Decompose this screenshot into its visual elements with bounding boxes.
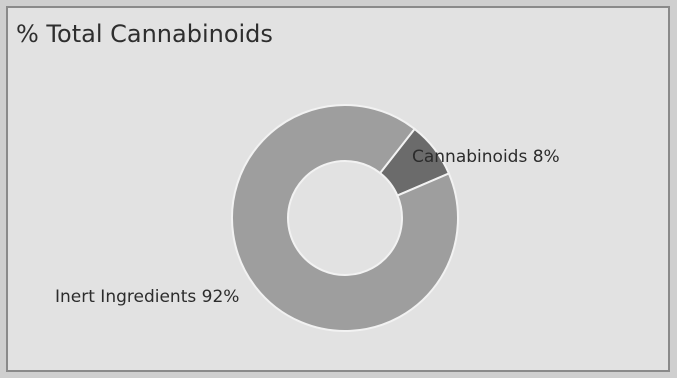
- slice-inert-ingredients[interactable]: [231, 104, 459, 332]
- slice-label-inert-ingredients: Inert Ingredients 92%: [55, 287, 239, 307]
- chart-title: % Total Cannabinoids: [16, 20, 273, 48]
- slice-label-cannabinoids: Cannabinoids 8%: [412, 147, 560, 167]
